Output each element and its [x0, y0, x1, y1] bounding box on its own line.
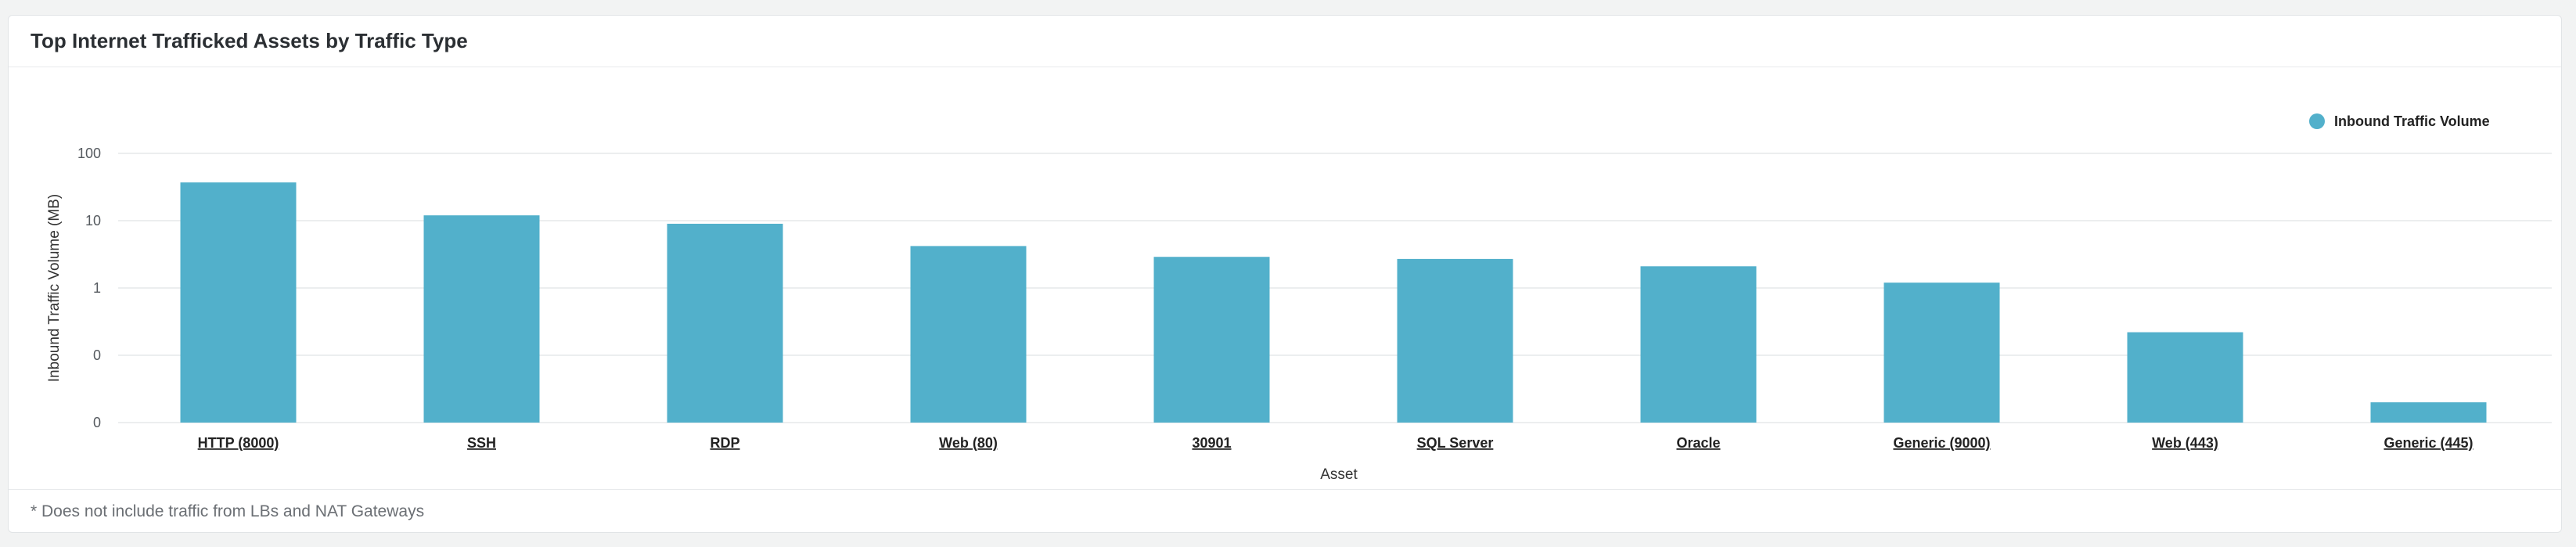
- y-tick-label: 100: [77, 146, 101, 161]
- chart-area: 100 10 1 0 0 Inbound Traffic Volume (MB) HTTP …: [9, 68, 2561, 491]
- x-axis-title: Asset: [1320, 466, 1358, 483]
- bar: [1153, 257, 1270, 423]
- x-tick-label[interactable]: Generic (9000): [1893, 435, 1990, 451]
- bar: [2127, 332, 2243, 423]
- bar: [910, 246, 1027, 423]
- x-tick-label[interactable]: Generic (445): [2384, 435, 2473, 451]
- x-tick-label[interactable]: 30901: [1192, 435, 1231, 451]
- y-axis-title: Inbound Traffic Volume (MB): [46, 194, 63, 382]
- panel-title: Top Internet Trafficked Assets by Traffi…: [31, 29, 468, 52]
- bar: [423, 215, 540, 423]
- bar: [2370, 402, 2487, 423]
- chart-panel: Top Internet Trafficked Assets by Traffi…: [8, 15, 2562, 533]
- footnote: * Does not include traffic from LBs and …: [31, 502, 425, 520]
- panel-header: Top Internet Trafficked Assets by Traffi…: [9, 16, 2561, 67]
- panel-footer: * Does not include traffic from LBs and …: [9, 489, 2561, 532]
- y-tick-label: 10: [85, 213, 101, 229]
- bar: [667, 223, 783, 423]
- y-tick-label: 0: [93, 415, 101, 430]
- legend-label: Inbound Traffic Volume: [2334, 113, 2490, 129]
- x-tick-label[interactable]: SQL Server: [1417, 435, 1494, 451]
- x-tick-label[interactable]: SSH: [467, 435, 496, 451]
- y-tick-label: 0: [93, 347, 101, 363]
- bar: [1883, 282, 2000, 423]
- x-tick-label[interactable]: RDP: [710, 435, 739, 451]
- bar: [180, 182, 297, 423]
- y-tick-label: 1: [93, 280, 101, 296]
- x-tick-label[interactable]: Oracle: [1676, 435, 1720, 451]
- legend-marker: [2309, 113, 2325, 129]
- bar: [1397, 258, 1513, 423]
- x-tick-label[interactable]: Web (80): [939, 435, 998, 451]
- x-tick-label[interactable]: Web (443): [2152, 435, 2218, 451]
- x-tick-label[interactable]: HTTP (8000): [198, 435, 279, 451]
- bar: [1640, 266, 1757, 423]
